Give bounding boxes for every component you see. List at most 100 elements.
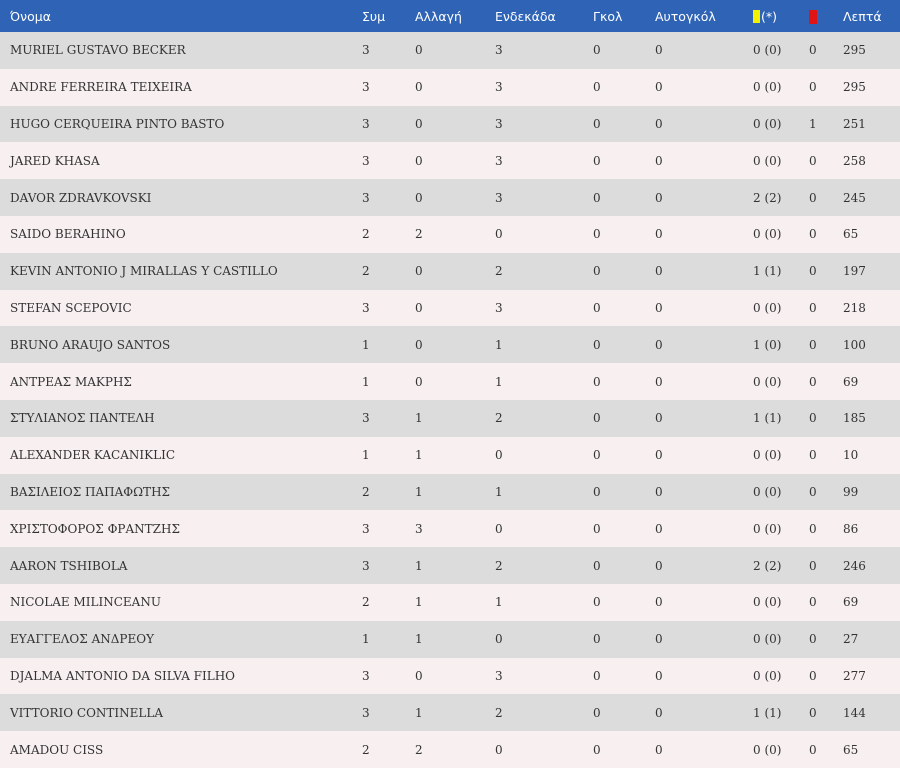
table-row[interactable]: ALEXANDER KACANIKLIC 1 1 0 0 0 0 (0) 0 10 <box>0 436 900 474</box>
column-header-starts[interactable]: Ενδεκάδα <box>495 8 556 24</box>
cell-name[interactable]: ANDRE FERREIRA TEIXEIRA <box>10 80 192 95</box>
cell-red-cards: 0 <box>809 43 817 58</box>
cell-yellow-cards: 0 (0) <box>753 521 782 536</box>
table-row[interactable]: ΕΥΑΓΓΕΛΟΣ ΑΝΔΡΕΟΥ 1 1 0 0 0 0 (0) 0 27 <box>0 620 900 658</box>
cell-minutes: 185 <box>843 411 866 426</box>
yellow-card-icon <box>753 9 760 23</box>
cell-starts: 0 <box>495 742 503 757</box>
column-header-subs[interactable]: Αλλαγή <box>415 8 462 24</box>
table-row[interactable]: STEFAN SCEPOVIC 3 0 3 0 0 0 (0) 0 218 <box>0 289 900 327</box>
table-row[interactable]: AARON TSHIBOLA 3 1 2 0 0 2 (2) 0 246 <box>0 547 900 584</box>
cell-red-cards: 0 <box>809 80 817 95</box>
cell-apps: 3 <box>362 190 370 205</box>
cell-red-cards: 0 <box>809 153 817 168</box>
cell-starts: 1 <box>495 484 503 499</box>
cell-minutes: 27 <box>843 632 859 647</box>
cell-name[interactable]: ΣΤΥΛΙΑΝΟΣ ΠΑΝΤΕΛΗ <box>10 411 155 426</box>
cell-own-goals: 0 <box>655 521 663 536</box>
cell-yellow-cards: 1 (1) <box>753 705 782 720</box>
column-header-minutes[interactable]: Λεπτά <box>843 8 882 24</box>
column-header-own-goals[interactable]: Αυτογκόλ <box>655 8 716 24</box>
yellow-card-suffix: (*) <box>761 8 778 24</box>
column-header-yellow-cards[interactable]: (*) <box>753 0 809 32</box>
cell-yellow-cards: 0 (0) <box>753 116 782 131</box>
cell-own-goals: 0 <box>655 411 663 426</box>
cell-minutes: 295 <box>843 43 866 58</box>
cell-apps: 3 <box>362 705 370 720</box>
cell-apps: 3 <box>362 300 370 315</box>
cell-minutes: 65 <box>843 742 859 757</box>
cell-starts: 1 <box>495 595 503 610</box>
column-header-goals[interactable]: Γκολ <box>593 8 623 24</box>
table-row[interactable]: AMADOU CISS 2 2 0 0 0 0 (0) 0 65 <box>0 731 900 768</box>
cell-own-goals: 0 <box>655 558 663 573</box>
cell-own-goals: 0 <box>655 227 663 242</box>
cell-name[interactable]: AMADOU CISS <box>10 742 104 757</box>
table-row[interactable]: NICOLAE MILINCEANU 2 1 1 0 0 0 (0) 0 69 <box>0 583 900 621</box>
cell-name[interactable]: KEVIN ANTONIO J MIRALLAS Y CASTILLO <box>10 264 278 279</box>
cell-name[interactable]: AARON TSHIBOLA <box>10 558 128 573</box>
cell-minutes: 65 <box>843 227 859 242</box>
column-header-apps[interactable]: Συμ <box>362 8 386 24</box>
cell-minutes: 144 <box>843 705 866 720</box>
table-row[interactable]: BRUNO ARAUJO SANTOS 1 0 1 0 0 1 (0) 0 100 <box>0 326 900 364</box>
table-row[interactable]: HUGO CERQUEIRA PINTO BASTO 3 0 3 0 0 0 (0) 1 251 <box>0 105 900 143</box>
cell-red-cards: 0 <box>809 374 817 389</box>
table-row[interactable]: DJALMA ANTONIO DA SILVA FILHO 3 0 3 0 0 0 (0) 0… <box>0 657 900 695</box>
cell-goals: 0 <box>593 153 601 168</box>
cell-name[interactable]: DAVOR ZDRAVKOVSKI <box>10 190 152 205</box>
table-row[interactable]: SAIDO BERAHINO 2 2 0 0 0 0 (0) 0 65 <box>0 215 900 253</box>
column-header-red-cards[interactable] <box>809 0 843 32</box>
cell-minutes: 251 <box>843 116 866 131</box>
cell-goals: 0 <box>593 668 601 683</box>
table-row[interactable]: MURIEL GUSTAVO BECKER 3 0 3 0 0 0 (0) 0 295 <box>0 32 900 69</box>
table-row[interactable]: ΒΑΣΙΛΕΙΟΣ ΠΑΠΑΦΩΤΗΣ 2 1 1 0 0 0 (0) 0 99 <box>0 473 900 511</box>
cell-name[interactable]: ΕΥΑΓΓΕΛΟΣ ΑΝΔΡΕΟΥ <box>10 632 154 647</box>
cell-name[interactable]: ΑΝΤΡΕΑΣ ΜΑΚΡΗΣ <box>10 374 132 389</box>
table-row[interactable]: JARED KHASA 3 0 3 0 0 0 (0) 0 258 <box>0 142 900 180</box>
cell-goals: 0 <box>593 264 601 279</box>
cell-yellow-cards: 0 (0) <box>753 300 782 315</box>
column-header-name[interactable]: Όνομα <box>10 8 51 24</box>
cell-name[interactable]: STEFAN SCEPOVIC <box>10 300 132 315</box>
table-row[interactable]: VITTORIO CONTINELLA 3 1 2 0 0 1 (1) 0 144 <box>0 694 900 732</box>
cell-name[interactable]: HUGO CERQUEIRA PINTO BASTO <box>10 116 225 131</box>
table-row[interactable]: ΣΤΥΛΙΑΝΟΣ ΠΑΝΤΕΛΗ 3 1 2 0 0 1 (1) 0 185 <box>0 399 900 437</box>
cell-yellow-cards: 0 (0) <box>753 632 782 647</box>
cell-subs: 0 <box>415 300 423 315</box>
cell-own-goals: 0 <box>655 190 663 205</box>
cell-name[interactable]: ΧΡΙΣΤΟΦΟΡΟΣ ΦΡΑΝΤΖΗΣ <box>10 521 180 536</box>
cell-goals: 0 <box>593 558 601 573</box>
table-row[interactable]: ANDRE FERREIRA TEIXEIRA 3 0 3 0 0 0 (0) 0 295 <box>0 68 900 106</box>
cell-subs: 1 <box>415 558 423 573</box>
table-row[interactable]: KEVIN ANTONIO J MIRALLAS Y CASTILLO 2 0 2 0 0… <box>0 252 900 290</box>
table-row[interactable]: ΑΝΤΡΕΑΣ ΜΑΚΡΗΣ 1 0 1 0 0 0 (0) 0 69 <box>0 363 900 400</box>
cell-yellow-cards: 0 (0) <box>753 153 782 168</box>
cell-red-cards: 0 <box>809 337 817 352</box>
cell-goals: 0 <box>593 595 601 610</box>
table-row[interactable]: ΧΡΙΣΤΟΦΟΡΟΣ ΦΡΑΝΤΖΗΣ 3 3 0 0 0 0 (0) 0 86 <box>0 510 900 548</box>
cell-goals: 0 <box>593 43 601 58</box>
cell-name[interactable]: ALEXANDER KACANIKLIC <box>10 448 175 463</box>
cell-red-cards: 0 <box>809 484 817 499</box>
cell-starts: 3 <box>495 153 503 168</box>
cell-name[interactable]: JARED KHASA <box>10 153 100 168</box>
cell-name[interactable]: ΒΑΣΙΛΕΙΟΣ ΠΑΠΑΦΩΤΗΣ <box>10 484 171 499</box>
cell-name[interactable]: MURIEL GUSTAVO BECKER <box>10 43 186 58</box>
cell-own-goals: 0 <box>655 632 663 647</box>
cell-goals: 0 <box>593 116 601 131</box>
cell-starts: 2 <box>495 705 503 720</box>
cell-starts: 3 <box>495 80 503 95</box>
cell-minutes: 69 <box>843 595 859 610</box>
cell-yellow-cards: 0 (0) <box>753 668 782 683</box>
cell-goals: 0 <box>593 521 601 536</box>
cell-name[interactable]: NICOLAE MILINCEANU <box>10 595 161 610</box>
cell-name[interactable]: DJALMA ANTONIO DA SILVA FILHO <box>10 668 236 683</box>
cell-apps: 2 <box>362 595 370 610</box>
table-row[interactable]: DAVOR ZDRAVKOVSKI 3 0 3 0 0 2 (2) 0 245 <box>0 179 900 216</box>
cell-subs: 1 <box>415 632 423 647</box>
cell-name[interactable]: BRUNO ARAUJO SANTOS <box>10 337 171 352</box>
cell-red-cards: 0 <box>809 595 817 610</box>
cell-name[interactable]: VITTORIO CONTINELLA <box>10 705 164 720</box>
cell-name[interactable]: SAIDO BERAHINO <box>10 227 126 242</box>
